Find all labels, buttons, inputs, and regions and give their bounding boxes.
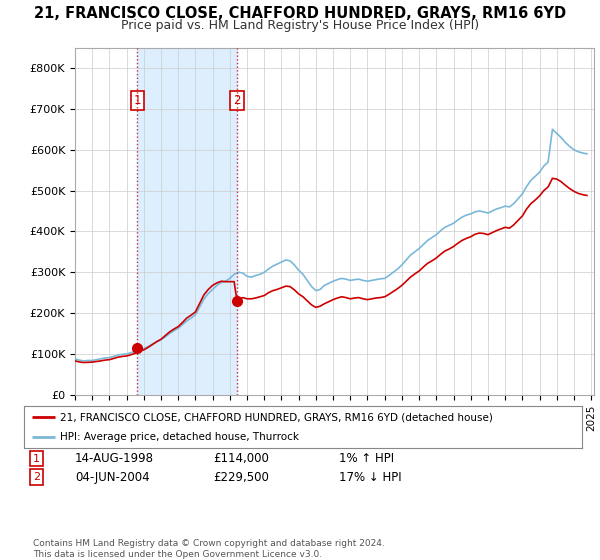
Text: 21, FRANCISCO CLOSE, CHAFFORD HUNDRED, GRAYS, RM16 6YD (detached house): 21, FRANCISCO CLOSE, CHAFFORD HUNDRED, G… bbox=[60, 412, 493, 422]
Text: 04-JUN-2004: 04-JUN-2004 bbox=[75, 470, 149, 484]
Text: £229,500: £229,500 bbox=[213, 470, 269, 484]
Text: 1: 1 bbox=[33, 454, 40, 464]
Text: HPI: Average price, detached house, Thurrock: HPI: Average price, detached house, Thur… bbox=[60, 432, 299, 442]
Bar bbox=[137, 48, 237, 395]
Text: 21, FRANCISCO CLOSE, CHAFFORD HUNDRED, GRAYS, RM16 6YD: 21, FRANCISCO CLOSE, CHAFFORD HUNDRED, G… bbox=[34, 6, 566, 21]
Text: 14-AUG-1998: 14-AUG-1998 bbox=[75, 452, 154, 465]
Text: 2: 2 bbox=[233, 94, 241, 107]
Text: 1% ↑ HPI: 1% ↑ HPI bbox=[339, 452, 394, 465]
Text: Price paid vs. HM Land Registry's House Price Index (HPI): Price paid vs. HM Land Registry's House … bbox=[121, 19, 479, 32]
Text: 17% ↓ HPI: 17% ↓ HPI bbox=[339, 470, 401, 484]
Text: £114,000: £114,000 bbox=[213, 452, 269, 465]
Text: Contains HM Land Registry data © Crown copyright and database right 2024.
This d: Contains HM Land Registry data © Crown c… bbox=[33, 539, 385, 559]
Text: 2: 2 bbox=[33, 472, 40, 482]
Text: 1: 1 bbox=[133, 94, 141, 107]
